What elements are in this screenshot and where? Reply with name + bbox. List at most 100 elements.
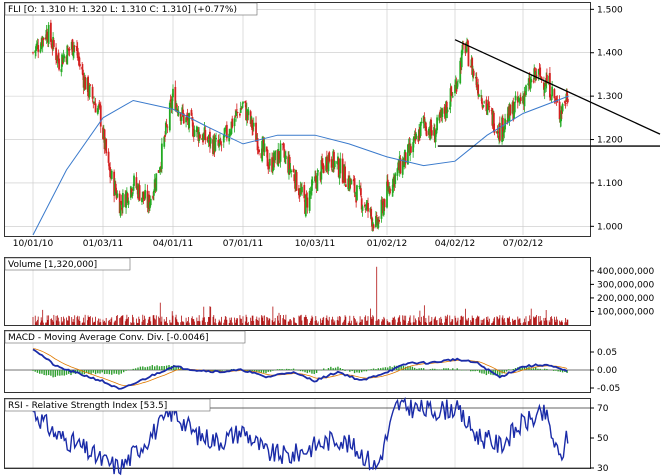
candle-body xyxy=(257,147,260,149)
candle-body xyxy=(109,167,112,178)
candle-body xyxy=(126,193,129,203)
candle-body xyxy=(164,134,166,137)
rsi-line xyxy=(32,396,569,476)
candle-body xyxy=(554,98,557,101)
volume-y-tick-label: 400,000,000 xyxy=(597,267,655,277)
candle-body xyxy=(58,58,60,70)
candle-body xyxy=(498,122,501,141)
candle-body xyxy=(380,199,383,219)
candle-body xyxy=(532,80,535,82)
candle-body xyxy=(404,152,407,164)
candle-body xyxy=(283,149,286,158)
candle-body xyxy=(410,146,412,153)
price-y-tick-label: 1.500 xyxy=(597,5,623,15)
candle-body xyxy=(87,76,90,97)
candle-body xyxy=(549,95,552,100)
candle-body xyxy=(415,133,418,140)
candle-body xyxy=(354,192,357,194)
candle-body xyxy=(202,133,205,140)
volume-title: Volume [1,320,000] xyxy=(8,260,97,270)
candle-body xyxy=(98,102,101,104)
candle-body xyxy=(466,41,468,47)
candle-body xyxy=(153,190,155,196)
candle-body xyxy=(401,159,404,175)
candle-body xyxy=(196,128,199,130)
candle-body xyxy=(241,106,244,108)
candle-body xyxy=(51,45,54,50)
trendline xyxy=(454,39,661,135)
candle-body xyxy=(244,101,247,104)
candle-body xyxy=(168,102,171,131)
candle-body xyxy=(114,183,117,192)
candle-body xyxy=(483,101,486,103)
candle-body xyxy=(381,200,384,202)
candle-body xyxy=(378,219,380,222)
candle-body xyxy=(459,60,462,84)
candle-body xyxy=(301,186,303,193)
candle-body xyxy=(217,139,220,146)
candle-body xyxy=(419,122,422,136)
candle-body xyxy=(430,119,432,132)
candle-body xyxy=(486,109,489,111)
candle-body xyxy=(289,168,292,172)
candle-body xyxy=(180,116,183,121)
candle-body xyxy=(76,47,79,58)
candle-body xyxy=(268,158,271,166)
candle-body xyxy=(127,200,130,205)
candle-body xyxy=(220,144,223,146)
x-tick-label: 04/01/11 xyxy=(153,239,193,249)
candle-body xyxy=(392,179,394,193)
candle-body xyxy=(371,217,373,227)
candle-body xyxy=(131,192,134,196)
candle-body xyxy=(261,140,264,162)
candle-body xyxy=(560,110,563,114)
candle-body xyxy=(377,219,380,228)
candle-body xyxy=(337,158,340,178)
candle-body xyxy=(103,129,106,150)
candle-body xyxy=(478,94,480,97)
candle-body xyxy=(530,79,533,83)
candle-body xyxy=(163,136,166,147)
candle-body xyxy=(234,115,237,118)
candle-body xyxy=(255,122,257,142)
candle-body xyxy=(149,198,152,206)
candle-body xyxy=(327,154,330,172)
candle-body xyxy=(407,144,409,165)
candle-body xyxy=(311,179,313,191)
candle-body xyxy=(34,50,37,53)
candle-body xyxy=(279,143,282,162)
candle-body xyxy=(68,49,71,51)
candle-body xyxy=(317,170,320,172)
candle-body xyxy=(363,204,366,207)
moving-average-line xyxy=(32,95,569,236)
candle-body xyxy=(320,160,323,180)
candle-body xyxy=(230,121,233,134)
candle-body xyxy=(469,66,472,68)
candle-body xyxy=(560,110,563,122)
candle-body xyxy=(192,122,194,137)
candle-body xyxy=(271,157,274,172)
candle-body xyxy=(235,110,237,116)
candle-body xyxy=(344,166,346,183)
candle-body xyxy=(316,173,319,192)
candle-body xyxy=(293,174,296,182)
candle-body xyxy=(142,191,145,200)
candle-body xyxy=(487,101,490,106)
candle-body xyxy=(298,188,300,196)
candle-body xyxy=(164,122,167,135)
candle-body xyxy=(239,113,241,116)
candle-body xyxy=(446,109,449,113)
candle-body xyxy=(292,169,295,173)
candle-body xyxy=(174,86,177,111)
rsi-y-tick-label: 70 xyxy=(597,404,609,414)
candle-body xyxy=(172,88,174,98)
candle-body xyxy=(185,117,187,123)
candle-body xyxy=(321,159,324,166)
candle-body xyxy=(350,180,353,185)
candle-body xyxy=(130,188,133,195)
candle-body xyxy=(166,126,169,128)
candle-body xyxy=(78,56,81,62)
candle-body xyxy=(306,197,309,208)
candle-body xyxy=(97,105,100,109)
candle-body xyxy=(460,50,463,68)
